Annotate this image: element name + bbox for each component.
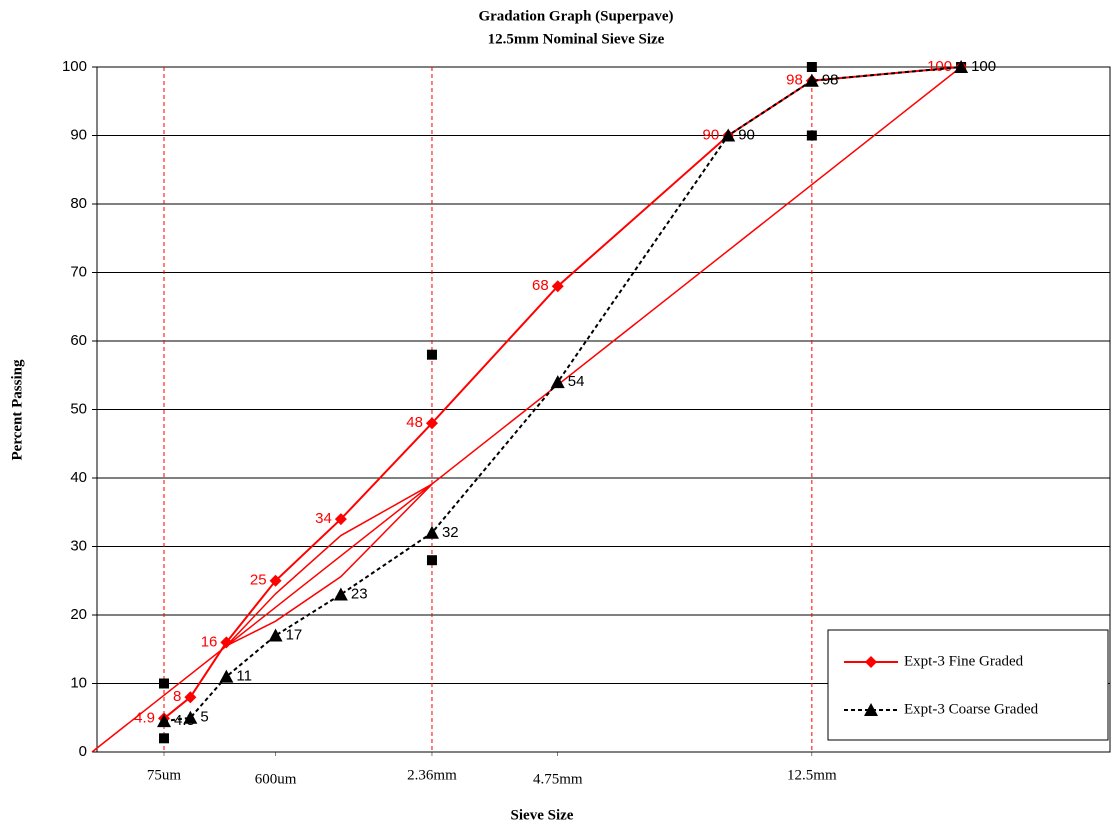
x-tick-label: 2.36mm — [407, 767, 457, 783]
y-tick-label: 0 — [79, 743, 87, 760]
legend-box — [827, 629, 1109, 741]
series-line — [226, 483, 433, 647]
point — [551, 280, 564, 293]
series-line — [225, 483, 433, 647]
data-label: 90 — [738, 126, 755, 143]
x-tick-label: 12.5mm — [787, 767, 837, 783]
data-label: 16 — [201, 633, 218, 650]
data-label: 25 — [250, 572, 267, 589]
y-tick-label: 10 — [70, 674, 87, 691]
data-label: 8 — [173, 688, 181, 705]
data-label: 100 — [927, 58, 952, 75]
y-tick-label: 30 — [70, 537, 87, 554]
chart-subtitle: 12.5mm Nominal Sieve Size — [488, 31, 665, 47]
legend-marker — [865, 656, 877, 668]
legend: Expt-3 Fine Graded Expt-3 Coarse Graded — [827, 629, 1109, 741]
point — [424, 525, 439, 539]
data-label: 32 — [442, 524, 459, 541]
data-label: 100 — [971, 58, 996, 75]
point — [426, 555, 437, 566]
data-label: 4.5 — [174, 712, 195, 729]
point — [806, 130, 817, 141]
point — [333, 587, 348, 601]
point — [159, 678, 170, 689]
point — [806, 62, 817, 72]
data-label: 11 — [236, 668, 252, 685]
point — [721, 128, 736, 142]
legend-label: Expt-3 Fine Graded — [904, 653, 1024, 669]
point — [550, 375, 565, 389]
x-tick-label: 4.75mm — [533, 771, 583, 787]
point — [334, 513, 347, 526]
data-label: 5 — [200, 709, 208, 726]
data-label: 4.9 — [134, 709, 155, 726]
y-tick-label: 40 — [70, 469, 87, 486]
point — [425, 417, 438, 430]
point — [804, 73, 819, 87]
plot-frame — [96, 66, 1111, 753]
data-label: 17 — [286, 627, 303, 644]
x-axis-label: Sieve Size — [511, 807, 574, 823]
point — [426, 349, 437, 360]
data-label: 54 — [568, 373, 585, 390]
legend-label: Expt-3 Coarse Graded — [904, 701, 1039, 717]
y-tick-label: 60 — [70, 332, 87, 349]
point — [184, 691, 197, 704]
data-label: 34 — [315, 510, 332, 527]
point — [159, 733, 170, 744]
point — [219, 669, 234, 683]
legend-marker — [864, 703, 878, 716]
point — [220, 636, 233, 649]
data-label: 90 — [703, 126, 720, 143]
y-tick-label: 100 — [62, 58, 87, 75]
data-label: 68 — [532, 277, 549, 294]
y-tick-label: 70 — [70, 263, 87, 280]
data-label: 48 — [406, 414, 423, 431]
series-line — [91, 66, 962, 753]
y-tick-label: 90 — [70, 126, 87, 143]
point — [183, 710, 198, 724]
data-label: 98 — [822, 72, 839, 89]
data-label: 98 — [786, 72, 803, 89]
x-tick-label: 75um — [147, 767, 182, 783]
data-label: 23 — [351, 585, 368, 602]
point — [157, 714, 172, 728]
y-tick-label: 80 — [70, 195, 87, 212]
series-line — [163, 66, 962, 723]
point — [268, 628, 283, 642]
y-tick-label: 20 — [70, 606, 87, 623]
chart-title: Gradation Graph (Superpave) — [478, 8, 673, 24]
x-tick-label: 600um — [255, 771, 297, 787]
point — [269, 574, 282, 587]
point — [954, 60, 969, 73]
y-tick-label: 50 — [70, 400, 87, 417]
y-axis-label: Percent Passing — [9, 359, 25, 460]
